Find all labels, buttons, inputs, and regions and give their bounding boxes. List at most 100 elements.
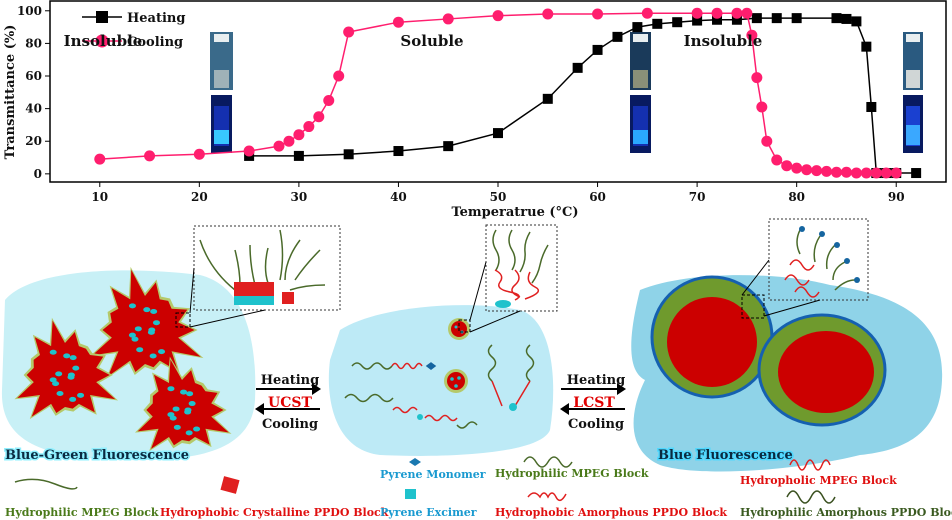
free-chains bbox=[344, 344, 535, 429]
amorphous-ppdo-icon bbox=[527, 492, 567, 502]
data-point bbox=[830, 166, 842, 178]
state-label-insoluble-left: Insoluble bbox=[64, 32, 143, 50]
mpeg-chain-icon bbox=[14, 478, 78, 490]
x-tick-label: 80 bbox=[788, 190, 805, 204]
data-point bbox=[392, 16, 404, 28]
x-tick-label: 50 bbox=[490, 190, 507, 204]
x-tick-label: 20 bbox=[191, 190, 208, 204]
legend-pyrene-excimer: Pyrene Excimer bbox=[380, 506, 477, 519]
transmittance-chart: 10 20 30 40 50 60 70 80 90 0 20 40 60 80 100 Temperatr… bbox=[3, 0, 947, 220]
data-point bbox=[880, 167, 892, 179]
pyrene-monomer-icon bbox=[409, 458, 421, 466]
vial-photos bbox=[210, 32, 923, 153]
data-point bbox=[850, 167, 862, 179]
data-point bbox=[751, 13, 762, 24]
legend-label-heating: Heating bbox=[127, 11, 185, 26]
data-point bbox=[911, 168, 922, 179]
arrow-left-icon bbox=[255, 403, 320, 415]
legend-right-ppdo: Hydrophilic Amorphous PPDO Block bbox=[740, 506, 952, 519]
series-line bbox=[249, 17, 917, 174]
legend-left-ppdo: Hydrophobic Crystalline PPDO Block bbox=[160, 506, 389, 519]
vial-photo-70c bbox=[630, 32, 651, 153]
y-tick-label: 60 bbox=[25, 69, 42, 83]
data-point bbox=[592, 44, 603, 55]
mechanism-diagram: Insoluble Soluble Insoluble Heating UCST… bbox=[1, 32, 952, 519]
mpeg-chain-icon bbox=[789, 459, 831, 471]
arrow-left-icon bbox=[560, 403, 625, 415]
data-point bbox=[442, 13, 454, 25]
data-point bbox=[592, 8, 604, 20]
data-point bbox=[393, 146, 404, 157]
data-point bbox=[652, 18, 663, 29]
data-point bbox=[801, 164, 813, 176]
x-tick-label: 40 bbox=[390, 190, 407, 204]
zoom-inset-left bbox=[175, 225, 341, 328]
series-cooling bbox=[94, 7, 902, 179]
data-point bbox=[870, 167, 882, 179]
legend-right-mpeg: Hydropholic MPEG Block bbox=[740, 474, 897, 487]
data-point bbox=[691, 7, 703, 19]
data-point bbox=[144, 150, 156, 162]
data-point bbox=[781, 160, 793, 172]
y-tick-label: 20 bbox=[25, 134, 42, 148]
legend-left-mpeg: Hydrophilic MPEG Block bbox=[5, 506, 159, 519]
diagram-legend: Hydrophilic MPEG Block Hydrophobic Cryst… bbox=[5, 456, 952, 519]
transition-ucst: Heating UCST Cooling bbox=[255, 373, 321, 432]
large-micelle bbox=[757, 313, 887, 427]
transition-lcst: Heating LCST Cooling bbox=[560, 373, 626, 432]
legend-mid-ppdo: Hydrophobic Amorphous PPDO Block bbox=[495, 506, 727, 519]
data-point bbox=[692, 15, 703, 26]
arrow-right-icon bbox=[561, 383, 626, 395]
data-point bbox=[831, 13, 842, 24]
data-point bbox=[751, 72, 763, 84]
x-tick-label: 10 bbox=[91, 190, 108, 204]
amorphous-ppdo-icon bbox=[786, 490, 836, 504]
data-point bbox=[343, 149, 354, 160]
legend-label-cooling: Cooling bbox=[127, 35, 183, 50]
crystalline-micelle bbox=[89, 266, 204, 379]
y-axis-label: Transmittance (%) bbox=[3, 25, 18, 160]
data-point bbox=[293, 150, 304, 161]
data-point bbox=[672, 17, 683, 28]
legend-mid-mpeg: Hydrophilic MPEG Block bbox=[495, 467, 649, 480]
crystalline-ppdo-icon bbox=[220, 476, 240, 494]
zoom-inset-right bbox=[741, 218, 869, 319]
crystalline-micelle bbox=[14, 317, 119, 420]
fluorescence-label-blue-green: Blue-Green Fluorescence bbox=[5, 448, 189, 463]
transition-cooling-label: Cooling bbox=[262, 417, 318, 432]
data-point bbox=[731, 14, 742, 25]
crystalline-micelle bbox=[134, 356, 232, 452]
data-point bbox=[861, 41, 872, 52]
vial-photo-90c bbox=[903, 32, 923, 153]
data-point bbox=[612, 31, 623, 42]
data-point bbox=[860, 167, 872, 179]
data-point bbox=[193, 148, 205, 160]
x-tick-label: 60 bbox=[589, 190, 606, 204]
data-point bbox=[303, 121, 315, 133]
chart-legend: Heating Cooling bbox=[82, 11, 185, 50]
data-point bbox=[841, 13, 852, 24]
mpeg-chain-icon bbox=[523, 456, 573, 468]
data-point bbox=[731, 7, 743, 19]
state-label-insoluble-right: Insoluble bbox=[684, 32, 763, 50]
data-point bbox=[492, 10, 504, 22]
data-point bbox=[493, 128, 503, 139]
fluorescence-label-blue: Blue Fluorescence bbox=[658, 448, 793, 463]
state-label-soluble: Soluble bbox=[400, 32, 463, 50]
data-point bbox=[94, 153, 106, 165]
small-micelle bbox=[444, 369, 468, 393]
x-tick-label: 70 bbox=[689, 190, 706, 204]
data-point bbox=[542, 8, 554, 20]
x-tick-label: 30 bbox=[291, 190, 308, 204]
y-tick-label: 100 bbox=[17, 4, 42, 18]
data-point bbox=[243, 145, 255, 157]
data-point bbox=[741, 7, 753, 19]
data-point bbox=[791, 13, 802, 24]
lcst-label: LCST bbox=[573, 395, 615, 411]
y-tick-label: 0 bbox=[34, 167, 42, 181]
data-point bbox=[791, 162, 803, 174]
zoom-inset-middle bbox=[458, 224, 558, 333]
data-point bbox=[542, 93, 553, 104]
pyrene-excimer-icon bbox=[405, 489, 416, 499]
data-point bbox=[771, 13, 782, 24]
